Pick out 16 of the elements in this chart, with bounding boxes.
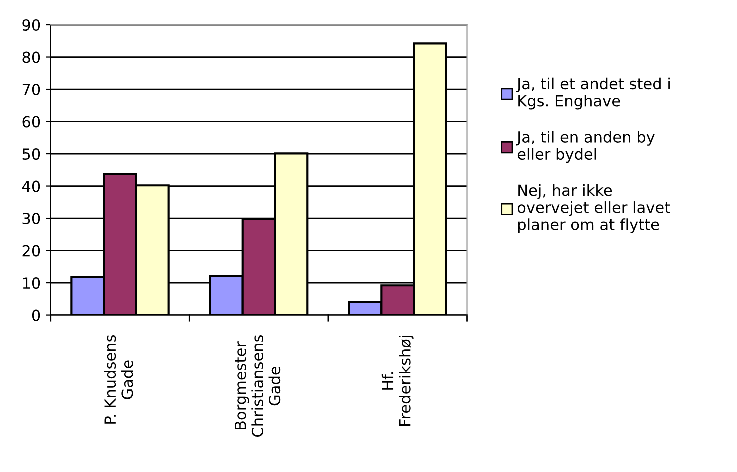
y-tick-label: 40 [22, 180, 40, 192]
y-tick-label: 90 [22, 19, 40, 32]
y-tick-label: 70 [22, 84, 40, 96]
legend-label: Ja, til en anden by eller bydel [516, 131, 655, 164]
y-tick-label: 30 [22, 213, 40, 225]
y-tick-label: 80 [22, 52, 40, 64]
y-tick-label: 10 [23, 278, 40, 290]
y-tick-label: 20 [22, 245, 40, 257]
x-tick-label: P. Knudsens Gade [104, 335, 134, 424]
y-tick-label: 50 [22, 148, 40, 160]
legend-label: Nej, har ikke overvejet eller lavet planer om at flytte [518, 184, 670, 234]
legend-label: Ja, til et andet sted i Kgs. Enghave [516, 78, 670, 110]
y-tick-label: 60 [22, 116, 40, 128]
x-tick-label: Hf. Frederikshøj [382, 336, 414, 426]
x-tick-label: Borgmester Christiansens Gade [235, 335, 281, 437]
y-tick-label: 0 [32, 310, 40, 322]
